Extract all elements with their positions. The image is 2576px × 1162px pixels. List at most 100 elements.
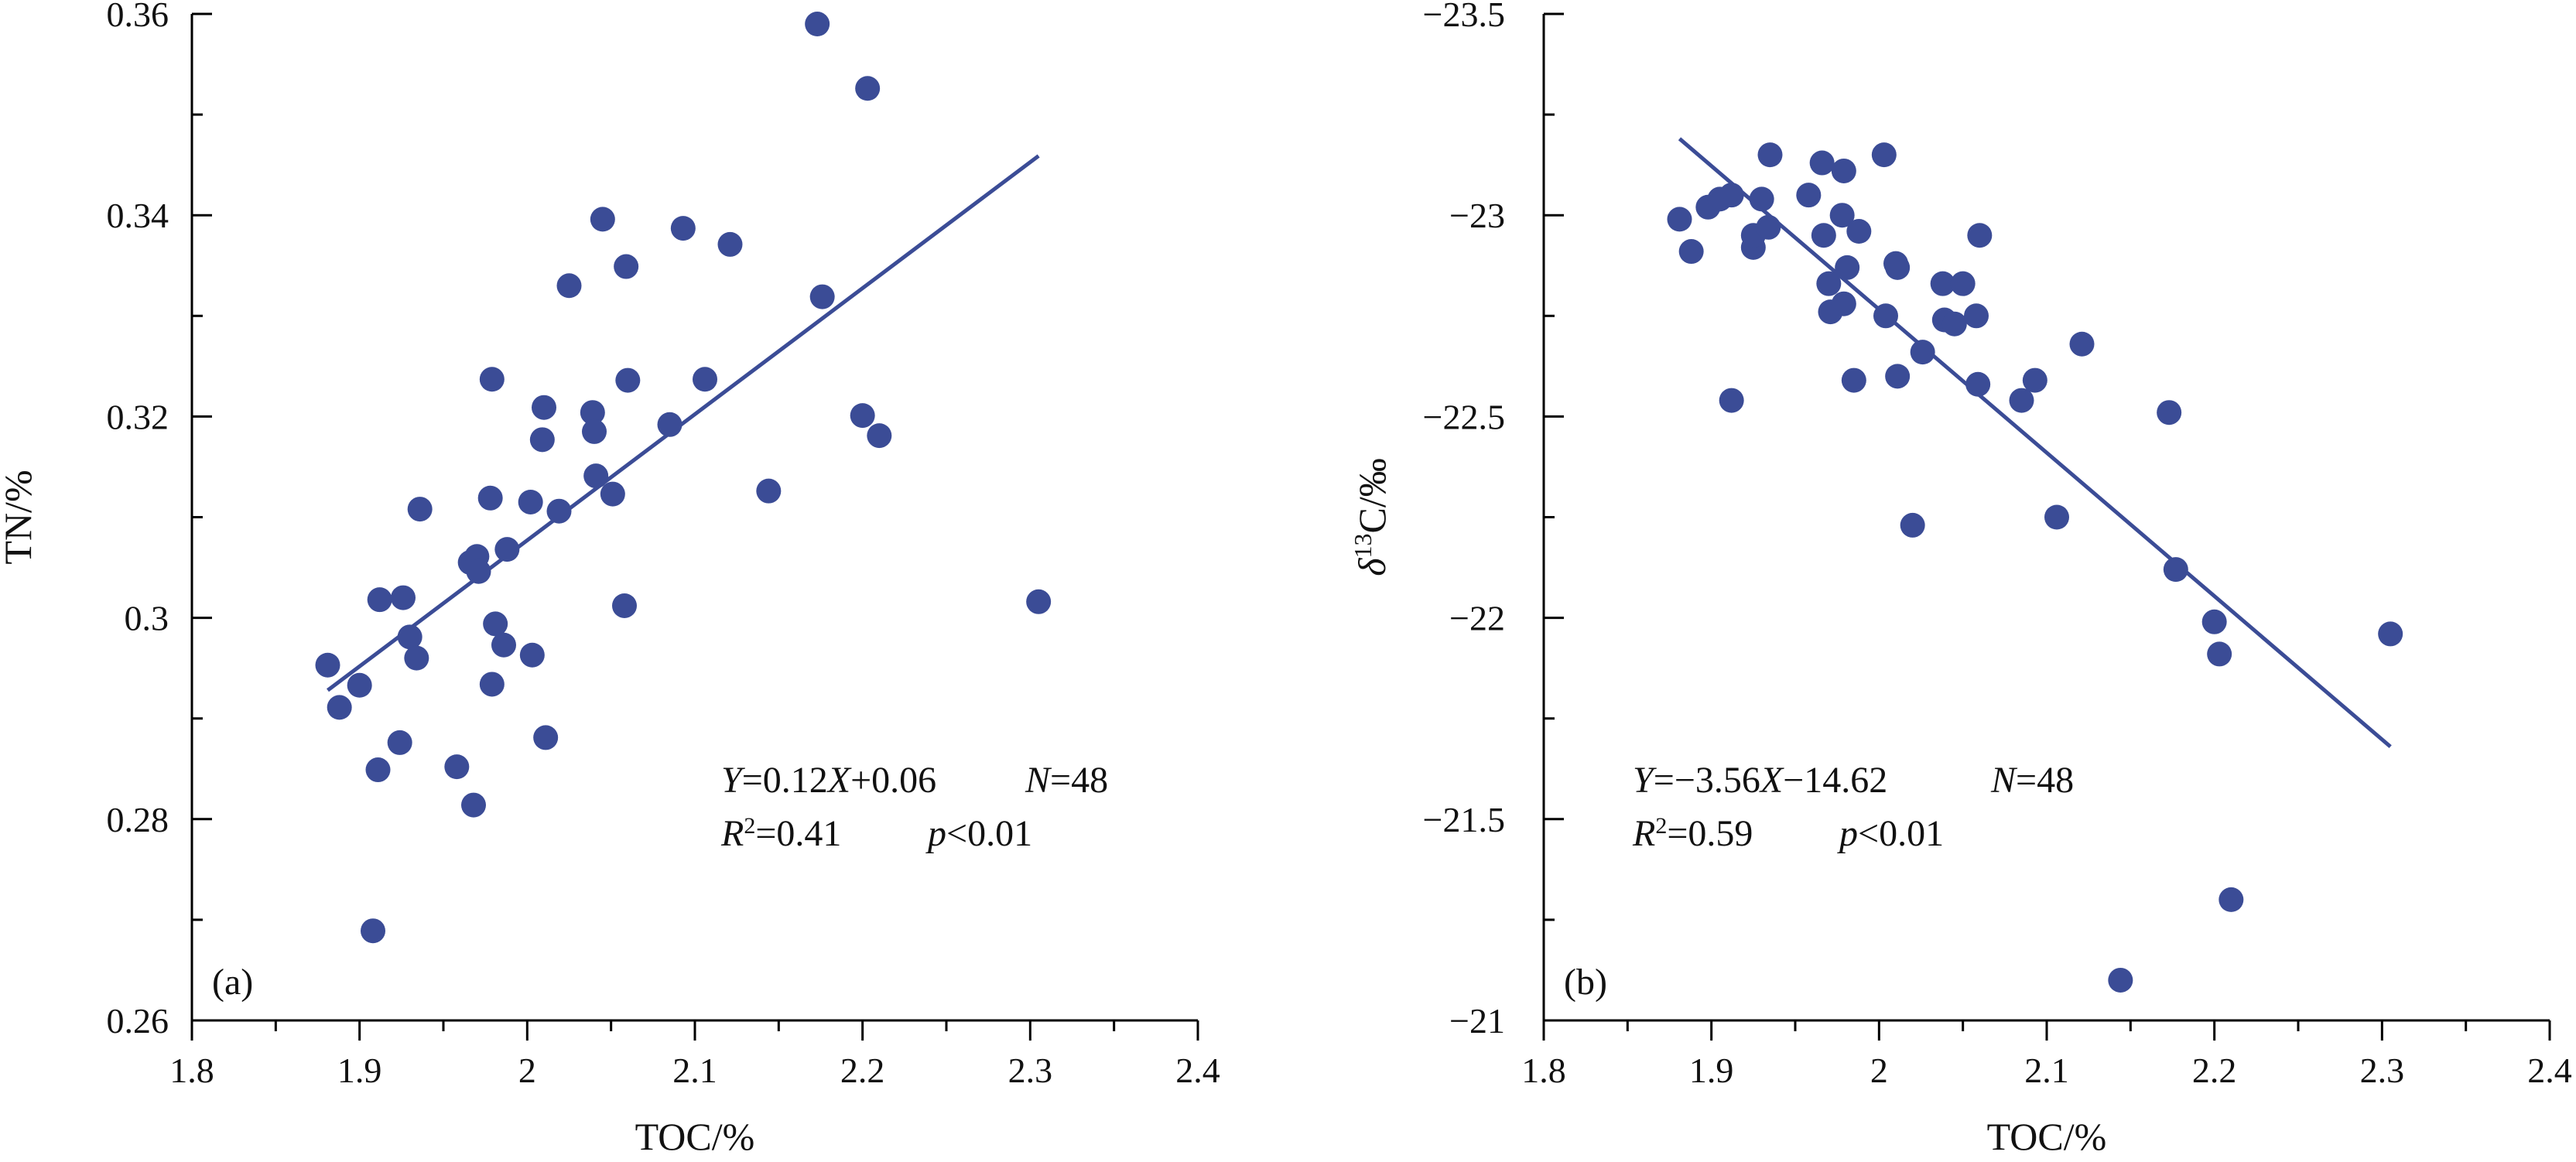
regression-line (326, 154, 1040, 692)
data-point (582, 419, 607, 444)
data-point (1026, 589, 1052, 614)
data-point (612, 593, 637, 618)
data-point (670, 216, 696, 241)
y-tick-label: 0.26 (107, 1001, 169, 1041)
data-point (580, 400, 605, 425)
data-point (397, 624, 422, 650)
data-point (2022, 367, 2047, 393)
y-axis-title: δ13C/‰ (1349, 458, 1394, 576)
data-point (1841, 367, 1866, 393)
data-point (1835, 255, 1860, 280)
y-axis-title: TN/% (0, 470, 39, 564)
data-point (2108, 967, 2133, 993)
data-point (529, 427, 555, 453)
data-point (614, 254, 639, 279)
p-value: p<0.01 (1837, 813, 1944, 854)
data-point (756, 478, 782, 504)
data-point (2201, 609, 2227, 634)
data-point (518, 489, 543, 514)
regression-equation: Y=−3.56X−14.62 (1633, 760, 1887, 801)
data-point (533, 725, 559, 750)
data-point (1930, 271, 1955, 296)
data-point (461, 792, 486, 818)
data-point (1831, 291, 1856, 316)
data-point (315, 652, 340, 678)
panel-label: (a) (212, 962, 253, 1003)
x-tick-label: 2.3 (1008, 1051, 1053, 1090)
data-point (532, 395, 556, 420)
x-tick-label: 2.4 (1175, 1051, 1220, 1090)
data-point (2009, 388, 2034, 413)
sample-size: N=48 (1025, 760, 1108, 801)
data-point (327, 695, 352, 720)
y-tick-label: 0.34 (107, 196, 169, 235)
data-point (361, 918, 385, 944)
r-squared: R2=0.41 (720, 813, 841, 855)
x-axis-title: TOC/% (1987, 1115, 2107, 1158)
regression-line (1678, 137, 2392, 749)
data-point (600, 481, 625, 507)
data-point (2207, 641, 2232, 667)
data-point (1829, 203, 1855, 228)
x-tick-label: 2.1 (2024, 1051, 2069, 1090)
regression-equation: Y=0.12X+0.06 (721, 760, 936, 801)
data-point (717, 231, 743, 257)
panel-label: (b) (1564, 962, 1607, 1003)
data-point (479, 672, 505, 697)
data-point (809, 284, 835, 309)
r-squared: R2=0.59 (1632, 813, 1753, 855)
x-tick-label: 1.8 (169, 1051, 214, 1090)
x-tick-label: 2.2 (2192, 1051, 2237, 1090)
data-point (1678, 239, 1704, 265)
x-tick-label: 2.2 (840, 1051, 885, 1090)
x-tick-label: 2.1 (672, 1051, 717, 1090)
y-tick-label: −21.5 (1423, 800, 1505, 839)
data-point (1719, 388, 1744, 413)
data-point (387, 730, 412, 755)
data-point (2157, 400, 2182, 425)
x-tick-label: 2 (1870, 1051, 1888, 1090)
data-point (466, 559, 491, 584)
data-point (2378, 621, 2403, 647)
data-point (583, 463, 609, 489)
data-point (805, 12, 830, 37)
data-point (404, 645, 429, 671)
data-point (1965, 371, 1991, 397)
x-tick-label: 2.3 (2360, 1051, 2405, 1090)
y-tick-label: −23.5 (1423, 0, 1505, 34)
data-point (347, 672, 372, 698)
y-tick-label: 0.3 (125, 599, 169, 638)
data-point (590, 207, 615, 232)
data-point (491, 632, 516, 658)
y-tick-label: −22.5 (1423, 397, 1505, 436)
data-point (1809, 150, 1835, 176)
data-point (1831, 158, 1856, 183)
data-point (693, 367, 717, 392)
data-point (556, 273, 582, 299)
data-point (855, 76, 881, 101)
y-tick-label: 0.32 (107, 397, 169, 436)
data-point (1811, 223, 1836, 248)
data-point (1796, 183, 1822, 208)
data-point (2069, 331, 2095, 357)
data-point (407, 497, 433, 522)
data-point (479, 367, 505, 392)
data-point (2219, 887, 2244, 912)
data-point (1941, 311, 1967, 337)
y-tick-label: 0.36 (107, 0, 169, 34)
data-point (477, 485, 503, 511)
data-point (1885, 255, 1911, 280)
data-point (494, 537, 520, 562)
data-point (1749, 186, 1774, 212)
data-point (2044, 504, 2069, 530)
data-point (1964, 303, 1989, 329)
data-point (657, 412, 682, 437)
data-point (483, 611, 508, 637)
data-point (615, 367, 641, 393)
data-point (444, 754, 470, 780)
x-tick-label: 1.9 (337, 1051, 382, 1090)
chart-panel-b: 1.8 1.9 2 2.1 2.2 2.3 2.4 −21 −21.5 −22 −22.5 −23 −2… (1349, 0, 2572, 1158)
data-point (546, 498, 572, 524)
y-tick-label: −23 (1449, 196, 1505, 235)
